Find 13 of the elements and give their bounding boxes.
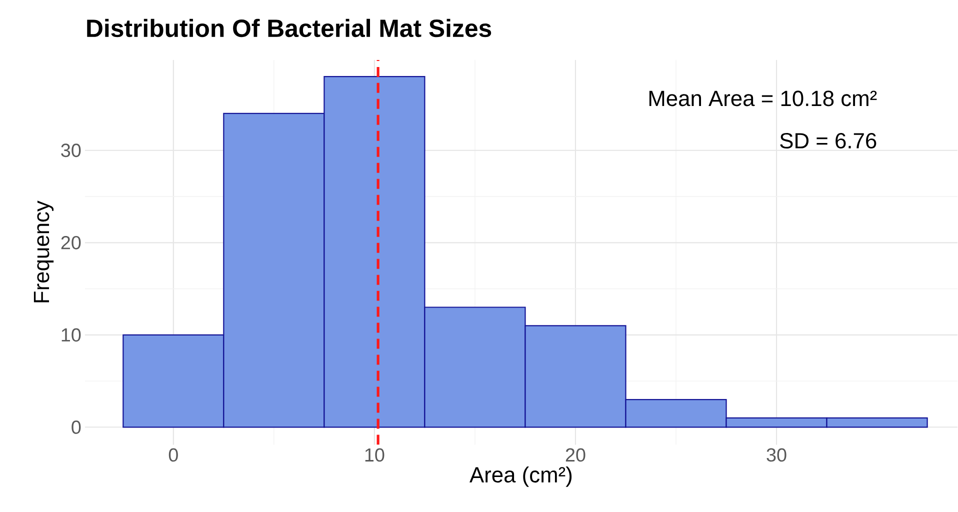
x-tick-label: 10 [365, 448, 384, 462]
annotation: Mean Area = 10.18 cm² [649, 90, 877, 106]
y-tick-label: 30 [61, 144, 81, 158]
y-tick-label: 20 [61, 236, 81, 250]
x-axis-title: Area (cm²) [470, 466, 572, 488]
x-tick-label: 30 [766, 448, 786, 462]
y-tick-label: 10 [62, 328, 81, 342]
annotation: SD = 6.76 [780, 133, 876, 149]
y-tick-label: 0 [72, 420, 81, 434]
x-tick-label: 20 [566, 448, 586, 462]
y-axis-title: Frequency [34, 200, 54, 302]
x-tick-label: 0 [168, 448, 178, 462]
chart-title: Distribution Of Bacterial Mat Sizes [87, 18, 492, 38]
